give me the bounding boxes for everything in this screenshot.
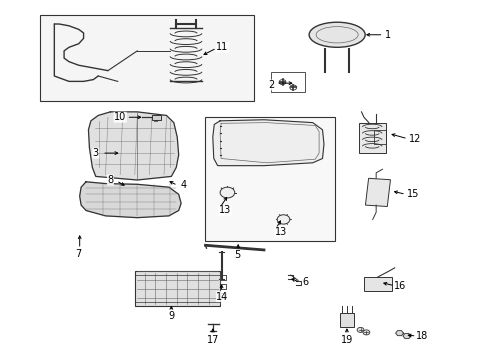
Bar (339, 314, 353, 327)
Circle shape (362, 330, 369, 335)
Text: 9: 9 (168, 311, 174, 321)
Bar (271, 72, 305, 92)
Bar (40, 15, 254, 101)
Text: 8: 8 (107, 175, 113, 185)
Text: 5: 5 (234, 250, 240, 260)
Text: 17: 17 (206, 334, 219, 345)
Text: 15: 15 (406, 189, 418, 199)
Bar (358, 123, 385, 153)
Polygon shape (402, 333, 410, 338)
Text: 14: 14 (216, 292, 228, 302)
Text: 12: 12 (408, 134, 421, 144)
Circle shape (356, 327, 363, 332)
Polygon shape (88, 112, 178, 180)
Text: 1: 1 (385, 30, 390, 40)
Text: 19: 19 (340, 334, 352, 345)
Circle shape (277, 215, 289, 224)
Text: 6: 6 (302, 277, 308, 287)
Text: 4: 4 (180, 180, 186, 190)
Bar (373, 130, 385, 144)
Text: 2: 2 (267, 80, 274, 90)
Text: 7: 7 (76, 248, 81, 258)
Text: 13: 13 (274, 227, 286, 237)
Bar (363, 277, 391, 291)
Circle shape (220, 187, 234, 198)
Polygon shape (212, 120, 324, 166)
Polygon shape (80, 182, 181, 218)
Text: 11: 11 (216, 42, 228, 52)
Text: 13: 13 (219, 206, 231, 216)
Ellipse shape (308, 22, 365, 47)
Bar (205, 117, 334, 241)
Text: 18: 18 (415, 331, 427, 341)
Text: 16: 16 (394, 281, 406, 291)
Text: 3: 3 (93, 148, 99, 158)
Text: 10: 10 (114, 112, 126, 122)
Bar (152, 115, 160, 120)
Bar (365, 178, 390, 207)
Polygon shape (395, 330, 403, 336)
Bar (135, 271, 220, 306)
